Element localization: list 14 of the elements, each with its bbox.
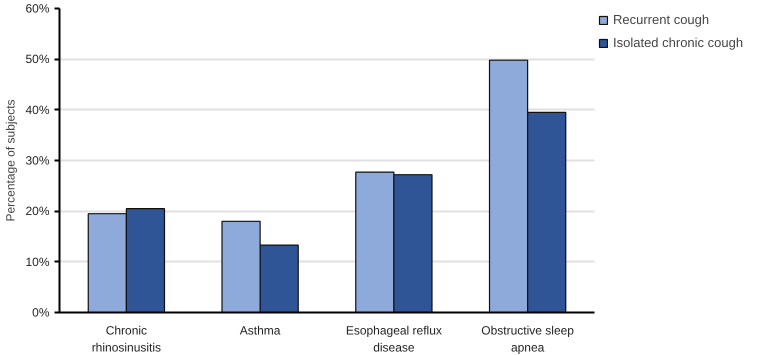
y-tick-label: 60% [25, 2, 50, 16]
x-tick-label: Obstructive sleep apnea [481, 324, 574, 354]
x-tick-label: Esophageal reflux disease [346, 324, 442, 354]
x-tick-label: Chronic rhinosinusitis [92, 324, 162, 354]
y-tick-label: 0% [32, 306, 50, 320]
y-tick-label: 40% [25, 102, 50, 117]
y-tick-label: 50% [25, 52, 50, 66]
legend-label: Recurrent cough [613, 12, 710, 27]
y-tick-label: 10% [25, 254, 50, 269]
y-tick-label: 30% [25, 154, 50, 168]
y-tick-label: 20% [25, 204, 50, 218]
y-axis-title: Percentage of subjects [3, 99, 18, 222]
x-tick-label: Asthma [240, 324, 281, 338]
legend-label: Isolated chronic cough [613, 35, 744, 50]
